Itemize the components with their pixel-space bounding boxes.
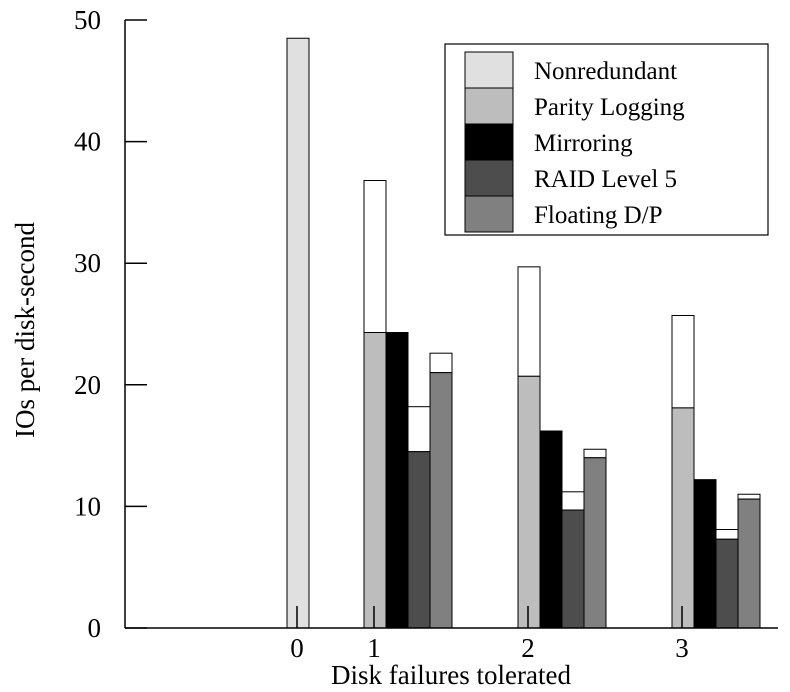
bar-parity-logging (671, 407, 695, 629)
x-axis-label: Disk failures tolerated (331, 660, 571, 690)
y-tick-label: 10 (74, 491, 101, 521)
bar-upper-parity-logging (671, 314, 695, 409)
bar-group-0 (286, 37, 310, 629)
legend-label: Mirroring (534, 130, 633, 157)
bar-mirroring (693, 479, 717, 629)
x-tick-label: 1 (367, 633, 381, 663)
y-tick-label: 30 (74, 248, 101, 278)
y-tick-label: 40 (74, 127, 101, 157)
y-tick-label: 20 (74, 370, 101, 400)
bars (286, 37, 761, 629)
bar-upper-raid-level-5 (561, 491, 585, 511)
bar-nonredundant (286, 37, 310, 629)
legend-swatch-parity-logging (464, 87, 514, 125)
bar-upper-parity-logging (363, 180, 387, 334)
x-ticks: 0 1 2 3 (290, 606, 689, 663)
bar-floating-d-p (583, 457, 607, 629)
bar-upper-raid-level-5 (407, 406, 431, 453)
legend-swatch-mirroring (464, 123, 514, 161)
bar-raid-level-5 (407, 451, 431, 629)
y-axis-label: IOs per disk-second (10, 222, 40, 438)
y-ticks: 0 10 20 30 40 50 (74, 5, 147, 643)
axes (124, 20, 778, 629)
legend-swatch-nonredundant (464, 51, 514, 89)
bar-parity-logging (363, 332, 387, 629)
bar-raid-level-5 (561, 509, 585, 629)
bar-group-2 (517, 266, 607, 629)
legend-label: Floating D/P (534, 202, 663, 229)
legend: Nonredundant Parity Logging Mirroring RAID … (444, 43, 769, 236)
bar-floating-d-p (429, 372, 453, 629)
legend-swatch-raid-level-5 (464, 159, 514, 197)
y-tick-label: 0 (88, 613, 102, 643)
x-tick-label: 3 (675, 633, 689, 663)
bar-parity-logging (517, 375, 541, 629)
bar-upper-floating-d-p (737, 493, 761, 500)
bar-upper-parity-logging (517, 266, 541, 377)
legend-label: Parity Logging (534, 94, 685, 121)
bar-upper-floating-d-p (583, 448, 607, 459)
bar-floating-d-p (737, 498, 761, 629)
legend-swatch-floating-d-p (464, 195, 514, 233)
x-tick-label: 2 (521, 633, 535, 663)
x-tick-label: 0 (290, 633, 304, 663)
bar-mirroring (539, 430, 563, 629)
bar-upper-raid-level-5 (715, 529, 739, 540)
bar-group-3 (671, 314, 761, 629)
bar-raid-level-5 (715, 538, 739, 629)
bar-mirroring (385, 332, 409, 629)
bar-upper-floating-d-p (429, 352, 453, 374)
y-tick-label: 50 (74, 5, 101, 35)
bar-group-1 (363, 180, 453, 629)
legend-label: Nonredundant (534, 58, 677, 85)
legend-label: RAID Level 5 (534, 166, 677, 193)
